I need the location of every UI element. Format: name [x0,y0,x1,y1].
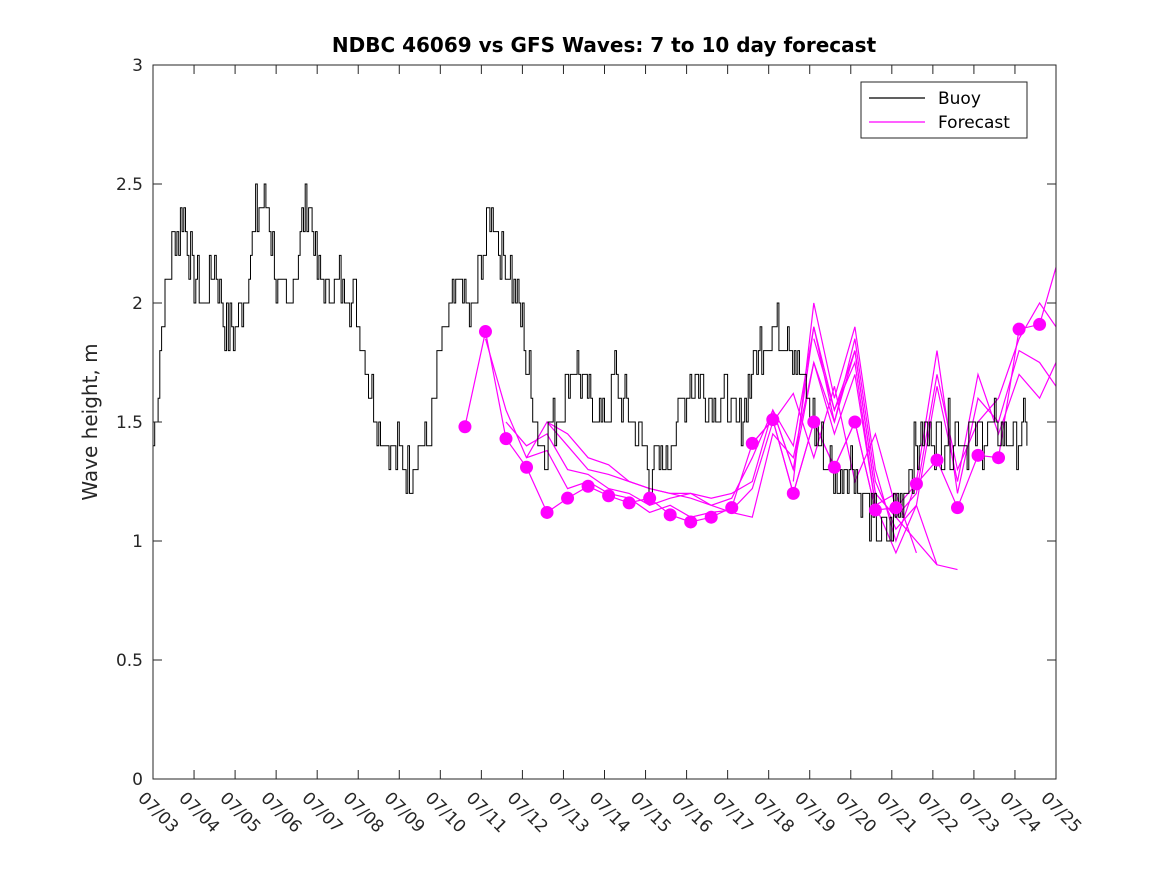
forecast-point [581,479,595,493]
forecast-point [971,448,985,462]
forecast-point [622,496,636,510]
forecast-points-group [458,317,1047,529]
forecast-line [813,338,1057,555]
forecast-point [499,432,513,446]
forecast-point [458,420,472,434]
y-tick-label: 0 [132,770,143,790]
forecast-point [786,486,800,500]
forecast-point [602,489,616,503]
forecast-line [792,302,1057,543]
forecast-point [1033,317,1047,331]
forecast-line [751,267,1057,511]
buoy-series-group [153,183,1028,542]
forecast-point [704,510,718,524]
legend-label-buoy: Buoy [938,89,981,109]
forecast-line [546,338,958,571]
y-tick-label: 1 [132,532,143,552]
chart-title: NDBC 46069 vs GFS Waves: 7 to 10 day for… [332,33,877,57]
forecast-point [889,501,903,515]
forecast-point [745,436,759,450]
forecast-point [643,491,657,505]
forecast-point [1012,322,1026,336]
forecast-point [992,451,1006,465]
forecast-point [725,501,739,515]
legend-label-forecast: Forecast [938,113,1010,133]
forecast-point [766,413,780,427]
legend-box [860,81,1028,139]
y-tick-label: 1.5 [116,413,143,433]
y-tick-label: 2 [132,294,143,314]
forecast-point [807,415,821,429]
forecast-point [684,515,698,529]
forecast-point [520,460,534,474]
y-axis-label: Wave height, m [78,343,102,500]
forecast-point [950,501,964,515]
forecast-point [540,505,554,519]
forecast-series-group [464,267,1057,571]
forecast-point [909,477,923,491]
forecast-point [478,325,492,339]
forecast-point [868,503,882,517]
y-tick-label: 2.5 [116,175,143,195]
forecast-point [930,453,944,467]
y-tick-label: 3 [132,56,143,76]
forecast-line [772,301,1057,519]
forecast-point [561,491,575,505]
y-axis-ticks: 0 0.5 1 1.5 2 2.5 3 [116,56,1056,790]
forecast-point [663,508,677,522]
buoy-line [153,183,1028,542]
forecast-point [848,415,862,429]
y-tick-label: 0.5 [116,651,143,671]
forecast-point [827,460,841,474]
legend: Buoy Forecast [860,81,1028,139]
